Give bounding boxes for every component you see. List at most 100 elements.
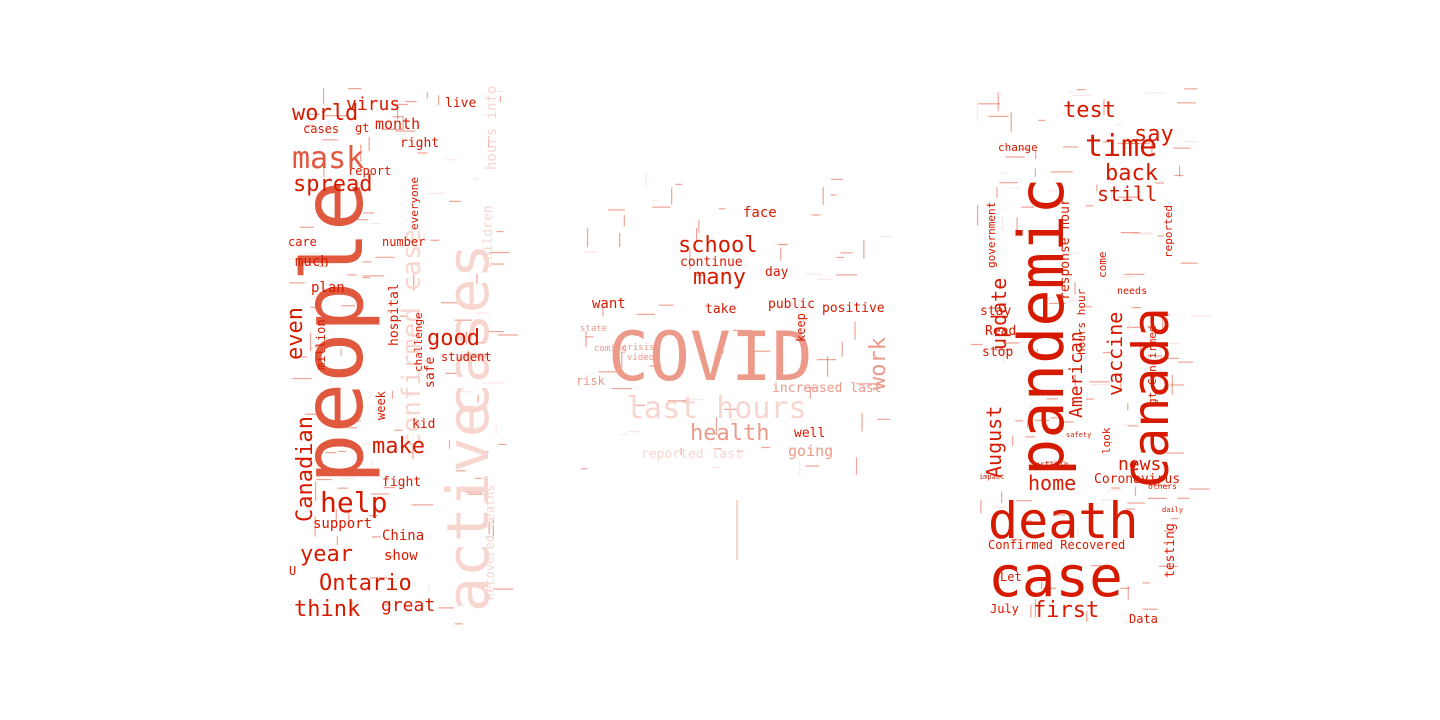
micro-word [417,152,428,154]
word-show: show [384,548,418,564]
micro-word [391,390,394,399]
micro-word [1040,580,1043,590]
micro-word [1018,148,1030,150]
micro-word [1030,404,1032,411]
micro-word [460,391,472,393]
micro-word [382,604,392,606]
micro-word [1162,318,1164,331]
word-great: great [381,595,435,616]
word-article: article [1035,460,1069,469]
micro-word [724,408,737,410]
micro-word [337,487,349,489]
micro-word [1161,343,1181,345]
micro-word [383,486,396,489]
micro-word [799,461,801,476]
micro-word [861,413,863,432]
micro-word [1063,146,1079,148]
word-face: face [743,205,777,221]
micro-word [1024,520,1033,522]
micro-word [1154,355,1163,357]
micro-word [353,420,361,422]
micro-word [732,329,752,332]
micro-word [369,515,379,517]
micro-word [375,256,395,258]
word-mask: mask [292,141,364,176]
word-canada: Canada [1122,307,1180,488]
micro-word [1078,306,1093,308]
micro-word [750,350,771,352]
micro-word [1012,435,1014,446]
word-people: people [284,181,382,484]
micro-word [985,204,995,206]
micro-word [481,382,504,384]
micro-word [1055,514,1066,516]
micro-word [1091,565,1102,567]
micro-word [348,509,350,527]
micro-word [1106,489,1124,491]
micro-word [1009,187,1020,189]
micro-word [1170,384,1185,386]
word-data: Data [1129,612,1158,626]
micro-word [1117,142,1139,145]
micro-word [1127,585,1129,600]
micro-word [836,256,845,259]
micro-word [340,348,342,356]
word-day: day [765,265,789,280]
word-update: update [987,278,1011,350]
micro-word [980,499,982,514]
word-ontario: Ontario [319,571,412,596]
word-world: world [292,101,358,126]
micro-word [1158,565,1178,567]
micro-word [476,450,489,453]
micro-word [817,278,832,281]
micro-word [584,251,598,253]
micro-word [1127,502,1146,504]
micro-word [437,95,440,106]
word-active: active [434,402,502,612]
micro-word [467,493,483,495]
word-news: news [1118,454,1161,475]
word-china: China [382,528,424,544]
right-bar-panel: pandemic Canadadeathcasetestsaytimebackst… [979,98,1183,626]
micro-word [1131,307,1142,309]
micro-word [336,427,357,429]
word-kid: kid [412,417,435,432]
word-state: state [580,324,607,334]
micro-word [394,429,403,431]
micro-word [347,274,357,276]
micro-word [602,307,604,317]
word-recovered-deaths: Recovered Deaths [483,484,497,600]
micro-word [397,106,399,120]
word-plan: plan [311,280,345,296]
micro-word [438,607,455,609]
word-right: right [400,136,439,151]
micro-word [1072,94,1093,96]
micro-word [1063,252,1080,254]
micro-word [675,183,683,185]
micro-word [370,222,382,225]
micro-word [475,477,482,479]
micro-word [689,248,691,270]
micro-word [1026,419,1029,429]
micro-word [428,584,430,592]
micro-word [1183,140,1198,143]
word-let: Let [1000,570,1022,584]
word-month: month [375,115,420,133]
micro-word [1002,352,1005,364]
micro-word [798,299,800,319]
micro-word [395,130,416,132]
micro-word [319,265,327,267]
word-hospital: hospital [387,283,402,346]
word-support: support [313,516,372,532]
word-many: many [693,265,746,290]
micro-word [351,600,353,616]
micro-word [413,274,415,291]
micro-word [490,263,504,265]
micro-word [652,199,660,201]
micro-word [1123,147,1142,149]
micro-word [1035,151,1037,159]
word-well: well [794,426,825,441]
micro-word [694,274,706,276]
micro-word [1049,302,1066,305]
